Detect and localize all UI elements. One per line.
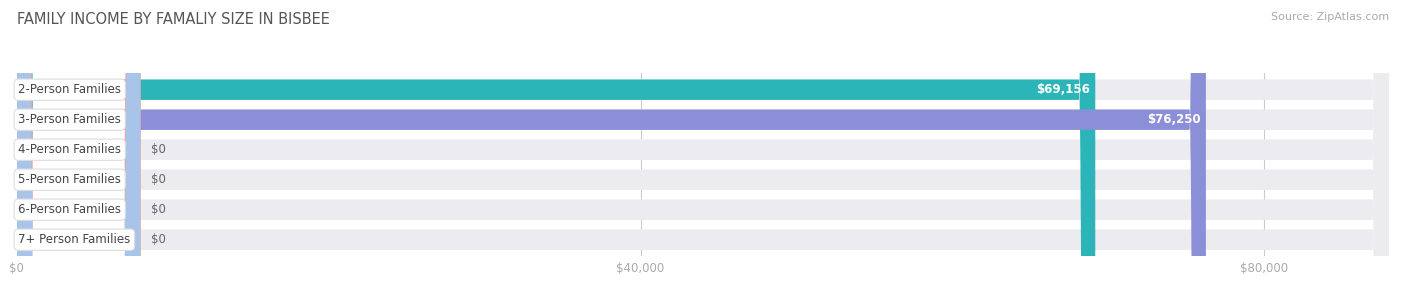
Text: FAMILY INCOME BY FAMALIY SIZE IN BISBEE: FAMILY INCOME BY FAMALIY SIZE IN BISBEE xyxy=(17,12,330,27)
FancyBboxPatch shape xyxy=(17,0,1389,305)
Text: Source: ZipAtlas.com: Source: ZipAtlas.com xyxy=(1271,12,1389,22)
Text: $0: $0 xyxy=(152,143,166,156)
Text: $76,250: $76,250 xyxy=(1147,113,1201,126)
FancyBboxPatch shape xyxy=(17,0,1389,305)
Text: $0: $0 xyxy=(152,233,166,246)
Text: 3-Person Families: 3-Person Families xyxy=(18,113,121,126)
FancyBboxPatch shape xyxy=(17,0,1389,305)
FancyBboxPatch shape xyxy=(17,0,141,305)
FancyBboxPatch shape xyxy=(17,0,141,305)
Text: 5-Person Families: 5-Person Families xyxy=(18,173,121,186)
FancyBboxPatch shape xyxy=(17,0,1389,305)
FancyBboxPatch shape xyxy=(17,0,1389,305)
Text: 6-Person Families: 6-Person Families xyxy=(18,203,121,216)
FancyBboxPatch shape xyxy=(17,0,1095,305)
Text: 2-Person Families: 2-Person Families xyxy=(18,83,121,96)
Text: $69,156: $69,156 xyxy=(1036,83,1090,96)
Text: $0: $0 xyxy=(152,203,166,216)
FancyBboxPatch shape xyxy=(17,0,141,305)
Text: 4-Person Families: 4-Person Families xyxy=(18,143,121,156)
Text: $0: $0 xyxy=(152,173,166,186)
FancyBboxPatch shape xyxy=(17,0,141,305)
FancyBboxPatch shape xyxy=(17,0,1389,305)
FancyBboxPatch shape xyxy=(17,0,1206,305)
Text: 7+ Person Families: 7+ Person Families xyxy=(18,233,131,246)
